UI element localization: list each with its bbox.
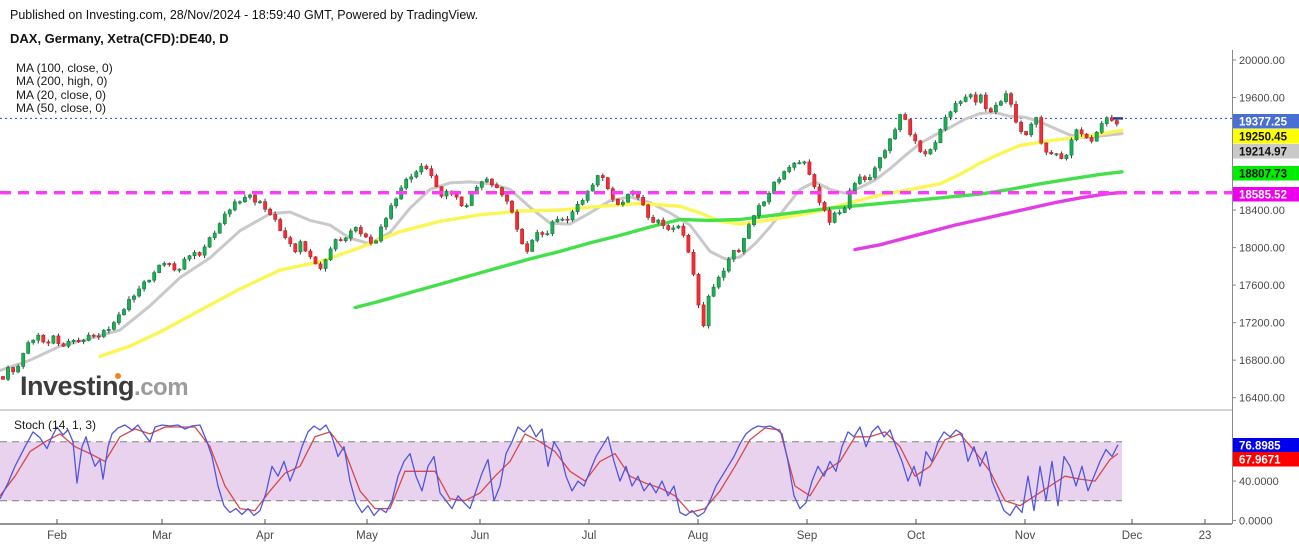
price-tick-label: 17200.00 bbox=[1239, 318, 1285, 330]
time-label-apr: Apr bbox=[256, 530, 274, 542]
stoch-band bbox=[0, 441, 1122, 501]
brand-suffix: .com bbox=[134, 374, 189, 401]
stoch-badge-d bbox=[1233, 452, 1299, 467]
chart-title: DAX, Germany, Xetra(CFD):DE40, D bbox=[10, 31, 229, 46]
ma100-line bbox=[353, 170, 1124, 310]
price-badge-ma200 bbox=[1233, 187, 1299, 202]
time-label-jun: Jun bbox=[471, 530, 490, 542]
time-label-feb: Feb bbox=[47, 530, 67, 542]
ma-legend-item-200: MA (200, high, 0) bbox=[16, 74, 108, 89]
ma-legend-item-100: MA (100, close, 0) bbox=[16, 61, 113, 75]
time-label-dec: Dec bbox=[1122, 530, 1143, 542]
ma50-line bbox=[98, 128, 1124, 359]
price-axis: 20000.00 19600.00 18400.00 18000.00 17600.00… bbox=[1232, 55, 1299, 527]
stoch-tick-label: 40.0000 bbox=[1239, 476, 1279, 488]
price-tick-label: 16400.00 bbox=[1239, 393, 1285, 405]
time-axis: Feb Mar Apr May Jun Jul Aug Sep Oct Nov Dec 23 bbox=[47, 519, 1211, 542]
time-label-jul: Jul bbox=[582, 530, 597, 542]
price-tick-label: 17600.00 bbox=[1239, 280, 1285, 292]
price-badge-ma50-text: 19250.45 bbox=[1239, 132, 1288, 144]
investing-watermark-logo: Investing.com bbox=[20, 371, 189, 402]
ma20-line bbox=[0, 111, 1124, 372]
time-label-nov: Nov bbox=[1015, 530, 1036, 542]
price-badge-ma50 bbox=[1233, 129, 1299, 144]
price-tick-label: 18400.00 bbox=[1239, 205, 1285, 217]
price-badge-ma200-text: 18585.52 bbox=[1239, 190, 1287, 202]
candlestick-series bbox=[1, 90, 1119, 382]
published-line: Published on Investing.com, 28/Nov/2024 … bbox=[10, 8, 479, 22]
price-badge-last-close bbox=[1233, 114, 1299, 129]
brand-orange-dot-icon bbox=[115, 373, 121, 379]
time-label-mar: Mar bbox=[152, 530, 172, 542]
price-badge-last-close-text: 19377.25 bbox=[1239, 117, 1288, 129]
price-badge-ma100-text: 18807.73 bbox=[1239, 169, 1287, 181]
price-tick-label: 19600.00 bbox=[1239, 93, 1285, 105]
price-tick-label: 18000.00 bbox=[1239, 243, 1285, 255]
time-label-oct: Oct bbox=[907, 530, 926, 542]
stoch-badge-k bbox=[1233, 438, 1299, 453]
ma-legend-item-20: MA (20, close, 0) bbox=[16, 87, 107, 102]
stoch-tick-label: 0.0000 bbox=[1239, 515, 1273, 527]
stoch-indicator-label: Stoch (14, 1, 3) bbox=[14, 418, 97, 432]
time-label-aug: Aug bbox=[688, 530, 708, 542]
price-tick-label: 20000.00 bbox=[1239, 55, 1285, 67]
time-label-23: 23 bbox=[1199, 530, 1212, 542]
price-badge-ma20-text: 19214.97 bbox=[1239, 147, 1287, 159]
price-badge-ma20 bbox=[1233, 144, 1299, 159]
stoch-k-line bbox=[0, 424, 1119, 518]
price-tick-label: 16800.00 bbox=[1239, 355, 1285, 367]
stoch-badge-k-text: 76.8985 bbox=[1239, 441, 1281, 453]
time-label-may: May bbox=[356, 530, 378, 542]
ma200-line bbox=[853, 190, 1122, 252]
price-badge-ma100 bbox=[1233, 166, 1299, 181]
stoch-badge-d-text: 67.9671 bbox=[1239, 455, 1281, 467]
time-label-sep: Sep bbox=[797, 530, 817, 542]
ma-legend-item-50: MA (50, close, 0) bbox=[16, 101, 107, 116]
stoch-panel bbox=[0, 424, 1122, 518]
ma-legend: MA (100, close, 0) MA (200, high, 0) MA … bbox=[16, 61, 113, 116]
